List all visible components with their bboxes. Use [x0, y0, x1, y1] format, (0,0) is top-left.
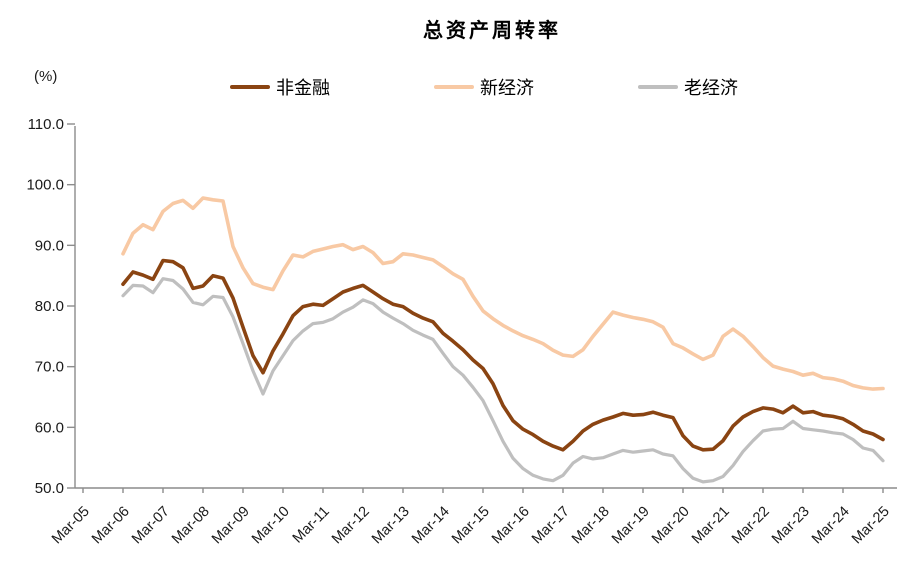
- legend-label-nonfinancial: 非金融: [276, 78, 330, 98]
- x-axis-tick-label: Mar-24: [809, 504, 853, 548]
- x-axis-tick-label: Mar-12: [329, 504, 373, 548]
- new-economy-line-swatch: [434, 85, 474, 89]
- x-axis-tick-label: Mar-11: [290, 504, 333, 547]
- x-axis-tick-label: Mar-06: [89, 504, 133, 548]
- legend-item-new-economy: 新经济: [434, 76, 534, 98]
- legend-label-new-economy: 新经济: [480, 78, 534, 98]
- y-axis-tick-label: 80.0: [35, 298, 64, 315]
- x-axis-tick-label: Mar-16: [489, 504, 533, 548]
- series-line-老经济: [121, 277, 885, 484]
- y-axis-unit-label: (%): [34, 68, 58, 85]
- legend: 非金融 新经济 老经济: [0, 76, 909, 98]
- y-axis-tick-label: 100.0: [26, 177, 64, 194]
- x-axis-tick-label: Mar-25: [849, 504, 893, 548]
- x-axis-tick-label: Mar-08: [169, 504, 213, 548]
- y-axis-tick-label: 70.0: [35, 359, 64, 376]
- x-axis-tick-label: Mar-23: [769, 504, 813, 548]
- x-axis-tick-label: Mar-14: [409, 504, 453, 548]
- legend-item-old-economy: 老经济: [638, 76, 738, 98]
- y-axis-tick-label: 50.0: [35, 480, 64, 497]
- x-axis-tick-label: Mar-22: [729, 504, 773, 548]
- chart-title: 总资产周转率: [423, 20, 561, 42]
- y-axis-tick-label: 110.0: [28, 116, 64, 133]
- x-axis-tick-label: Mar-17: [529, 504, 573, 548]
- x-axis-tick-label: Mar-21: [689, 504, 733, 548]
- x-axis-tick-label: Mar-13: [369, 504, 413, 548]
- x-axis-tick-label: Mar-15: [449, 504, 493, 548]
- nonfinancial-line-swatch: [230, 85, 270, 89]
- x-axis-tick-label: Mar-09: [209, 504, 253, 548]
- y-axis-tick-label: 90.0: [35, 237, 64, 254]
- x-axis-tick-label: Mar-07: [129, 504, 173, 548]
- x-axis-tick-label: Mar-05: [49, 504, 93, 548]
- legend-label-old-economy: 老经济: [684, 78, 738, 98]
- x-axis-tick-label: Mar-19: [609, 504, 653, 548]
- legend-item-nonfinancial: 非金融: [230, 76, 330, 98]
- y-axis-tick-label: 60.0: [35, 419, 64, 436]
- series-line-新经济: [121, 196, 885, 391]
- x-axis-tick-label: Mar-18: [569, 504, 613, 548]
- x-axis-tick-label: Mar-10: [249, 504, 293, 548]
- x-axis-tick-label: Mar-20: [649, 504, 693, 548]
- series-line-非金融: [121, 258, 885, 452]
- old-economy-line-swatch: [638, 85, 678, 89]
